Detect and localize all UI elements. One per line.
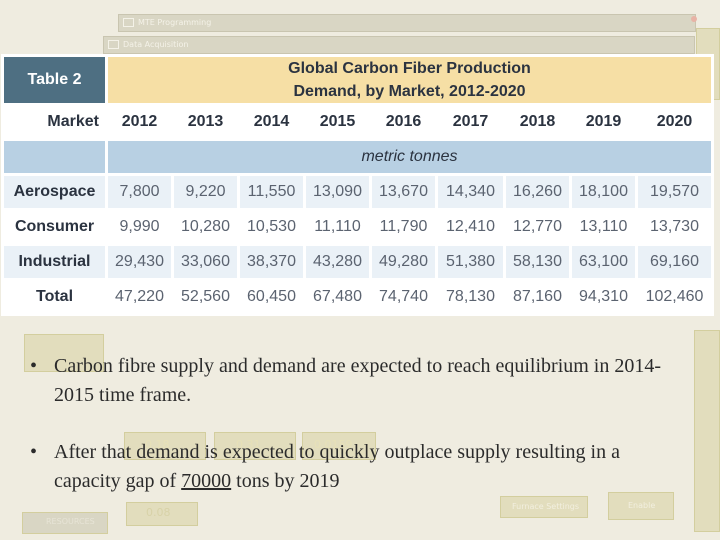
table-cell: 9,220 bbox=[171, 173, 240, 211]
background-readout-3-value: 0.0159 bbox=[314, 438, 353, 451]
header-year: 2014 bbox=[237, 103, 306, 141]
header-year: 2012 bbox=[105, 103, 174, 141]
background-readout-2 bbox=[214, 432, 296, 460]
window-icon bbox=[123, 18, 134, 27]
background-readout-4 bbox=[126, 502, 198, 526]
background-readout-1-value: 0.18 bbox=[145, 438, 170, 451]
background-logo-box bbox=[22, 512, 108, 534]
background-settings-label: Furnace Settings bbox=[512, 502, 580, 511]
table-cell: 51,380 bbox=[435, 243, 506, 281]
table-cell: 18,100 bbox=[569, 173, 638, 211]
header-year: 2020 bbox=[635, 103, 714, 141]
background-window-title: MTE Programming bbox=[138, 18, 212, 27]
table-units-row: metric tonnes bbox=[1, 138, 714, 176]
table-cell: 47,220 bbox=[105, 278, 174, 316]
table-cell: 14,340 bbox=[435, 173, 506, 211]
table-cell: 43,280 bbox=[303, 243, 372, 281]
header-year: 2013 bbox=[171, 103, 240, 141]
table-cell: 63,100 bbox=[569, 243, 638, 281]
row-label-industrial: Industrial bbox=[1, 243, 108, 281]
table-cell: 10,530 bbox=[237, 208, 306, 246]
bullet-text: After that demand is expected to quickly… bbox=[54, 441, 620, 492]
table-cell: 29,430 bbox=[105, 243, 174, 281]
table-cell: 52,560 bbox=[171, 278, 240, 316]
table-cell: 13,670 bbox=[369, 173, 438, 211]
carbon-fiber-demand-table: Table 2 Global Carbon Fiber Production D… bbox=[1, 54, 714, 316]
table-title-line-2: Demand, by Market, 2012-2020 bbox=[293, 83, 526, 100]
table-cell: 11,790 bbox=[369, 208, 438, 246]
table-cell: 74,740 bbox=[369, 278, 438, 316]
bullet-item: • Carbon fibre supply and demand are exp… bbox=[30, 352, 670, 410]
table-cell: 67,480 bbox=[303, 278, 372, 316]
capacity-gap-value: 70000 bbox=[181, 470, 232, 492]
bullet-dot: • bbox=[30, 441, 38, 463]
table-header-row: Market 2012 2013 2014 2015 2016 2017 201… bbox=[1, 103, 714, 141]
units-spacer bbox=[1, 138, 108, 176]
table-cell: 12,770 bbox=[503, 208, 572, 246]
background-readout-4-value: 0.08 bbox=[146, 506, 171, 519]
table-cell: 9,990 bbox=[105, 208, 174, 246]
background-subwindow-title: Data Acquisition bbox=[123, 40, 189, 49]
table-cell: 87,160 bbox=[503, 278, 572, 316]
table-row: Total 47,220 52,560 60,450 67,480 74,740… bbox=[1, 278, 714, 316]
table-cell: 78,130 bbox=[435, 278, 506, 316]
table-cell: 69,160 bbox=[635, 243, 714, 281]
table-row: Aerospace 7,800 9,220 11,550 13,090 13,6… bbox=[1, 173, 714, 211]
header-year: 2018 bbox=[503, 103, 572, 141]
table-title-row: Table 2 Global Carbon Fiber Production D… bbox=[1, 54, 714, 106]
table-row: Industrial 29,430 33,060 38,370 43,280 4… bbox=[1, 243, 714, 281]
table-title-line-1: Global Carbon Fiber Production bbox=[288, 60, 531, 77]
background-enable-label: Enable bbox=[628, 501, 656, 510]
table-cell: 19,570 bbox=[635, 173, 714, 211]
table-cell: 33,060 bbox=[171, 243, 240, 281]
table-cell: 12,410 bbox=[435, 208, 506, 246]
table-row: Consumer 9,990 10,280 10,530 11,110 11,7… bbox=[1, 208, 714, 246]
units-label: metric tonnes bbox=[105, 138, 714, 176]
table-cell: 7,800 bbox=[105, 173, 174, 211]
table-cell: 13,110 bbox=[569, 208, 638, 246]
header-market: Market bbox=[1, 103, 108, 141]
bullet-dot: • bbox=[30, 355, 38, 377]
bullet-item: • After that demand is expected to quick… bbox=[30, 438, 670, 496]
bullet-text: Carbon fibre supply and demand are expec… bbox=[54, 355, 662, 406]
table-cell: 11,110 bbox=[303, 208, 372, 246]
background-settings-button bbox=[500, 496, 588, 518]
bullet-text-part: tons by 2019 bbox=[231, 470, 340, 492]
window-icon bbox=[108, 40, 119, 49]
background-readout-3 bbox=[302, 432, 376, 460]
table-cell: 49,280 bbox=[369, 243, 438, 281]
table-cell: 60,450 bbox=[237, 278, 306, 316]
table-cell: 58,130 bbox=[503, 243, 572, 281]
table-cell: 11,550 bbox=[237, 173, 306, 211]
background-enable-toggle bbox=[608, 492, 674, 520]
row-label-total: Total bbox=[1, 278, 108, 316]
table-cell: 38,370 bbox=[237, 243, 306, 281]
row-label-aerospace: Aerospace bbox=[1, 173, 108, 211]
background-subwindow-titlebar: Data Acquisition bbox=[103, 36, 695, 54]
header-year: 2015 bbox=[303, 103, 372, 141]
header-year: 2017 bbox=[435, 103, 506, 141]
bullet-list: • Carbon fibre supply and demand are exp… bbox=[30, 352, 670, 496]
bullet-text-part: After that demand is expected to quickly… bbox=[54, 441, 620, 492]
table-label: Table 2 bbox=[1, 54, 108, 106]
background-logo-text: RESOURCES bbox=[46, 517, 95, 526]
table-cell: 13,730 bbox=[635, 208, 714, 246]
table-cell: 10,280 bbox=[171, 208, 240, 246]
background-window-titlebar: MTE Programming bbox=[118, 14, 696, 32]
header-year: 2016 bbox=[369, 103, 438, 141]
table-cell: 102,460 bbox=[635, 278, 714, 316]
background-readout-2-value: 0.31 bbox=[236, 438, 261, 451]
background-readout-1 bbox=[124, 432, 206, 460]
window-close-dot bbox=[691, 16, 697, 22]
table-title: Global Carbon Fiber Production Demand, b… bbox=[105, 54, 714, 106]
background-left-panel bbox=[24, 334, 104, 372]
table-cell: 94,310 bbox=[569, 278, 638, 316]
table-cell: 13,090 bbox=[303, 173, 372, 211]
header-year: 2019 bbox=[569, 103, 638, 141]
table-cell: 16,260 bbox=[503, 173, 572, 211]
background-right-panel bbox=[694, 330, 720, 532]
row-label-consumer: Consumer bbox=[1, 208, 108, 246]
